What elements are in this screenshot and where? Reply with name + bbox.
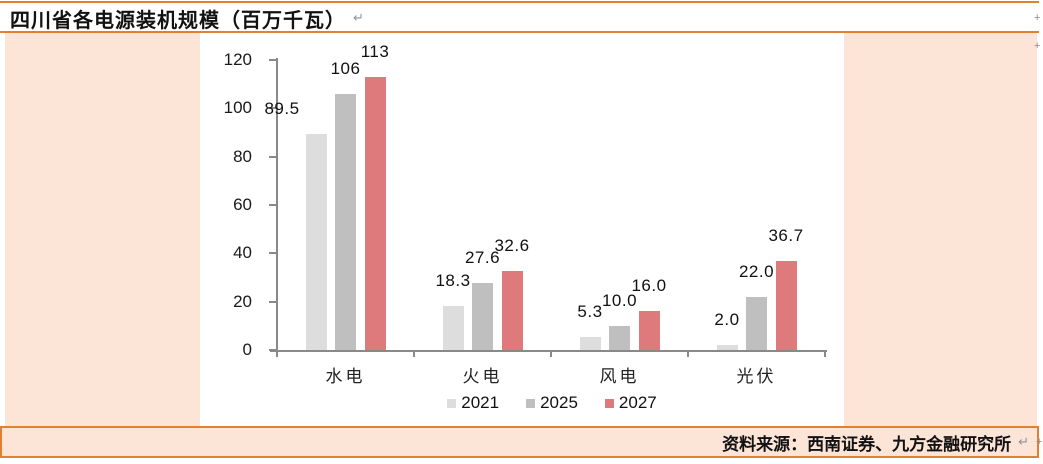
bar-value-label: 27.6 xyxy=(464,248,501,268)
source-band: 资料来源：西南证券、九方金融研究所 ↵ xyxy=(0,426,1039,458)
y-axis-tick-label: 120 xyxy=(223,50,252,69)
y-axis-tick-label: 60 xyxy=(233,195,252,214)
y-axis-tick-label: 40 xyxy=(233,243,252,263)
bar-value-label: 106 xyxy=(330,58,361,78)
anchor-cross-icon: + xyxy=(1036,436,1043,448)
legend-label: 2027 xyxy=(618,393,657,412)
legend-swatch-icon xyxy=(447,398,457,408)
anchor-cross-icon: + xyxy=(1034,12,1041,24)
x-axis-tick xyxy=(276,350,278,357)
y-axis-tick xyxy=(269,155,277,158)
x-axis-tick xyxy=(413,350,415,357)
y-axis-tick xyxy=(269,252,277,255)
bar-value-label: 36.7 xyxy=(768,226,804,246)
bar xyxy=(579,337,601,350)
legend-swatch-icon xyxy=(526,398,536,408)
legend-label: 2021 xyxy=(461,393,500,412)
legend-item: 2027 xyxy=(604,393,657,413)
bar xyxy=(442,305,464,350)
y-axis-tick xyxy=(269,204,277,206)
y-axis-tick-label: 80 xyxy=(233,146,252,166)
y-axis-tick-label: 100 xyxy=(223,98,252,118)
title-bottom-rule xyxy=(0,31,1039,33)
bar-chart: 0 20 40 60 80 100 120 89.5 106 113 水电 18.3 27.6 32.6 火… xyxy=(200,33,844,426)
y-axis-tick xyxy=(269,349,277,351)
y-axis-tick xyxy=(269,107,277,110)
bar xyxy=(364,76,386,350)
paragraph-mark-icon: ↵ xyxy=(1018,434,1029,450)
chart-title: 四川省各电源装机规模（百万千瓦） xyxy=(10,10,346,32)
legend-swatch-icon xyxy=(604,398,614,408)
bar xyxy=(609,325,630,350)
x-axis-tick xyxy=(550,350,552,357)
title-top-rule xyxy=(0,1,1039,3)
bar-value-label: 2.0 xyxy=(714,310,740,330)
bar xyxy=(775,261,797,350)
bar xyxy=(746,296,767,350)
bar-value-label: 18.3 xyxy=(435,270,471,290)
x-axis-tick xyxy=(687,350,689,357)
source-text: 资料来源：西南证券、九方金融研究所 xyxy=(722,434,1012,454)
legend-label: 2025 xyxy=(540,393,578,412)
x-axis-tick xyxy=(824,350,826,357)
bar xyxy=(638,311,660,350)
bar xyxy=(305,133,327,350)
bar-value-label: 16.0 xyxy=(631,276,667,296)
legend-item: 2025 xyxy=(526,393,578,413)
x-axis-category-label: 风电 xyxy=(599,367,640,386)
y-axis-tick-label: 20 xyxy=(233,291,252,311)
y-axis-tick-label: 0 xyxy=(242,340,252,359)
y-axis xyxy=(276,58,278,352)
bar xyxy=(501,271,523,350)
bar xyxy=(716,345,738,350)
bar xyxy=(472,283,493,350)
legend-item: 2021 xyxy=(447,393,499,413)
bar-value-label: 32.6 xyxy=(494,236,530,256)
bar-value-label: 113 xyxy=(360,41,390,61)
x-axis-category-label: 火电 xyxy=(462,367,503,386)
bar-value-label: 89.5 xyxy=(264,98,300,118)
bar-value-label: 10.0 xyxy=(601,290,638,310)
bar-value-label: 22.0 xyxy=(738,261,775,281)
bar xyxy=(335,93,356,350)
y-axis-tick xyxy=(269,59,277,61)
x-axis xyxy=(270,350,827,352)
x-axis-category-label: 光伏 xyxy=(736,367,777,386)
paragraph-mark-icon: ↵ xyxy=(353,11,364,26)
bar-value-label: 5.3 xyxy=(577,302,603,322)
x-axis-category-label: 水电 xyxy=(325,367,366,386)
anchor-cross-icon: + xyxy=(1034,40,1041,52)
chart-legend: 2021 2025 2027 xyxy=(277,393,827,413)
y-axis-tick xyxy=(269,300,277,303)
title-row: 四川省各电源装机规模（百万千瓦） ↵ xyxy=(10,4,364,33)
